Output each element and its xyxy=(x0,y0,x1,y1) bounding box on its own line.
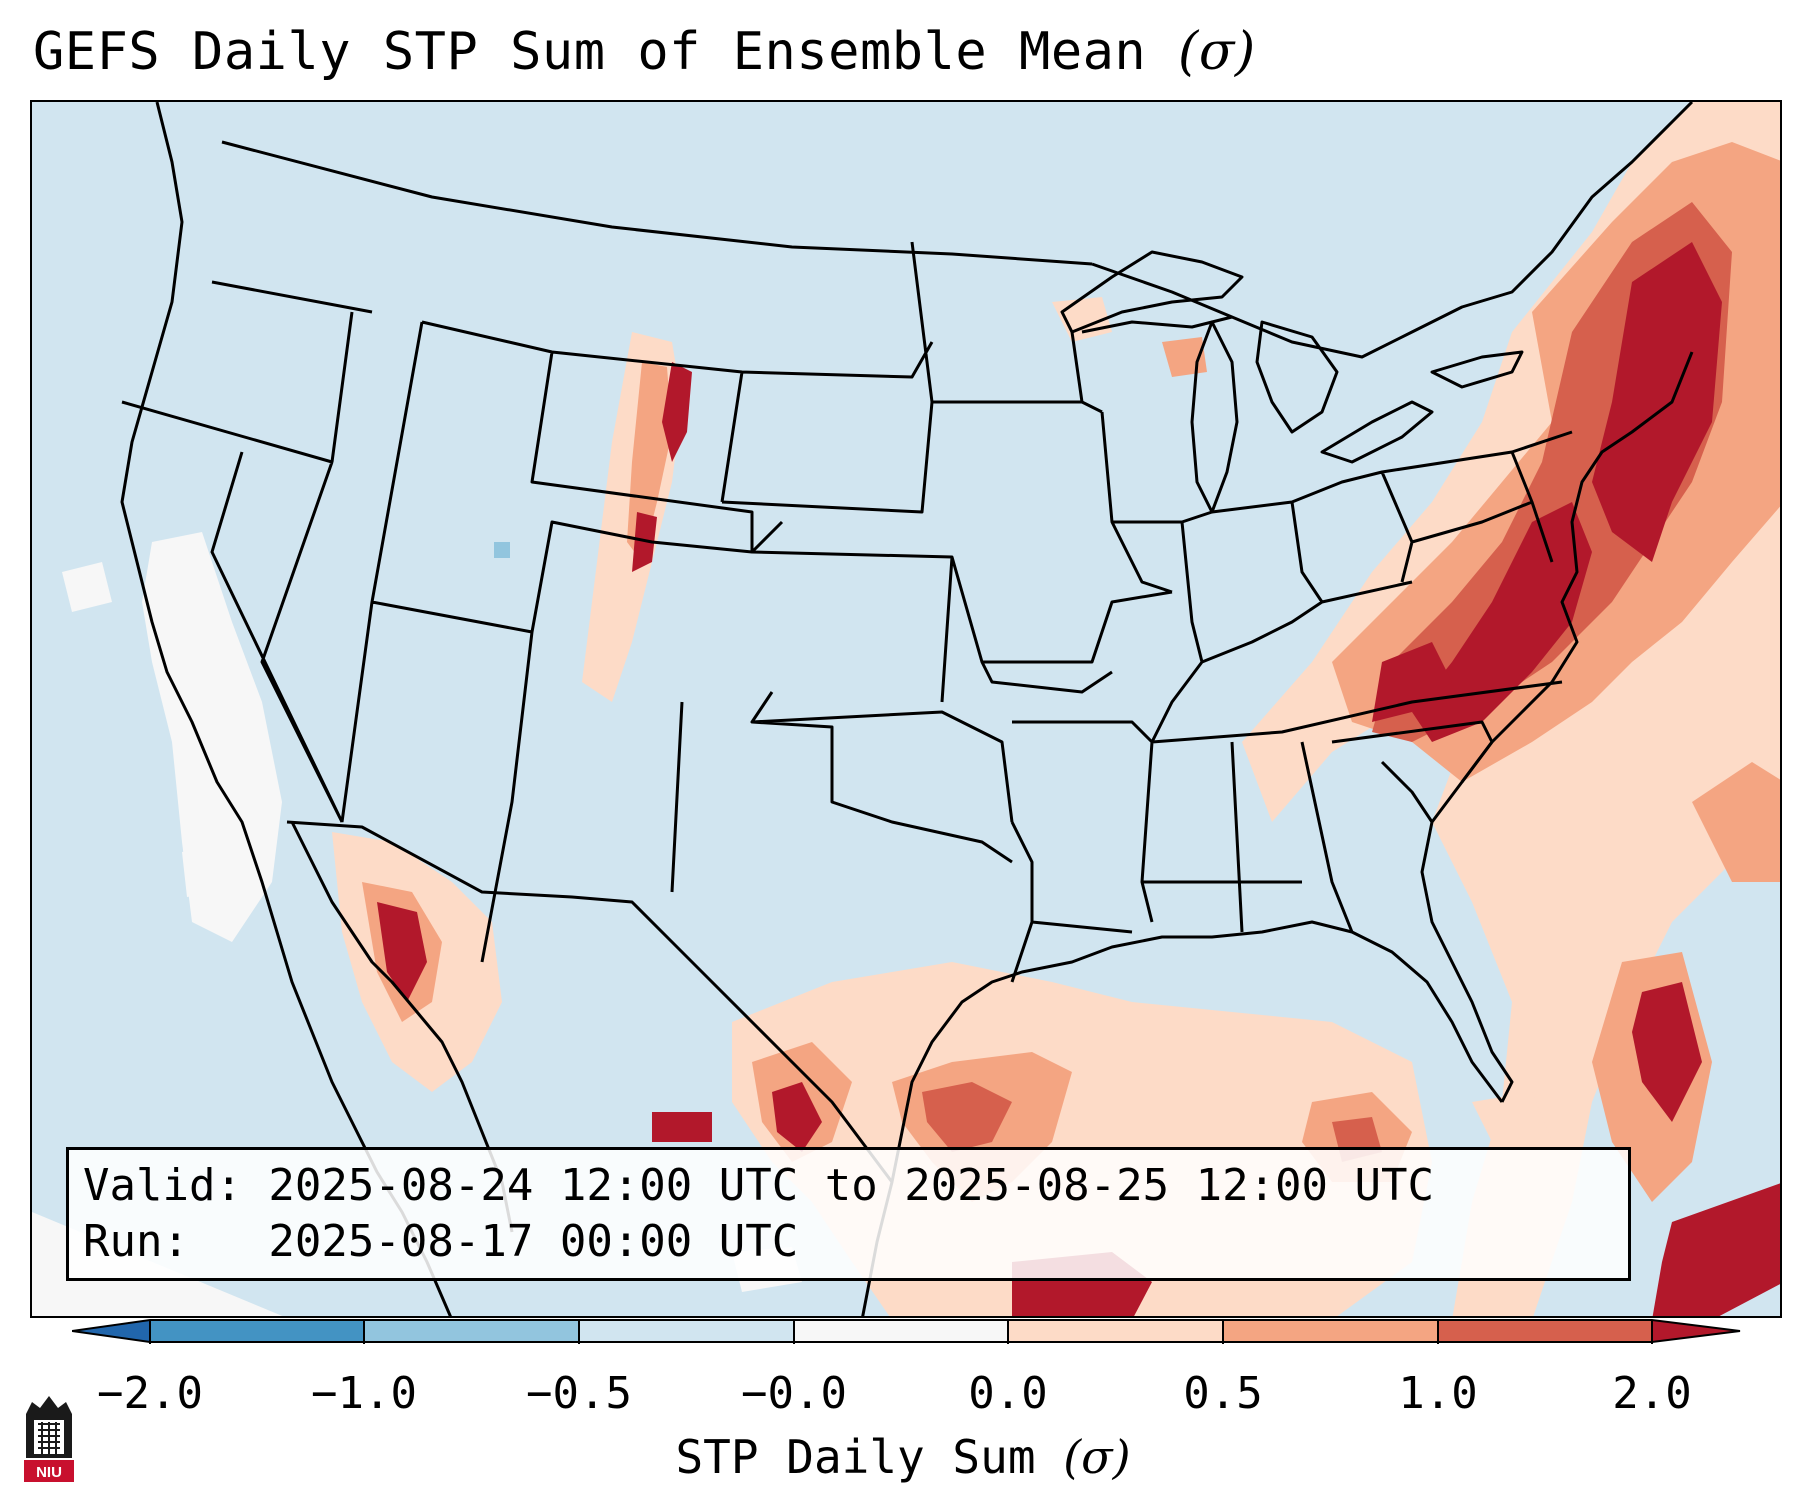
colorbar-segment xyxy=(579,1320,794,1342)
stp-region-salmon xyxy=(1692,762,1780,882)
boundary-lines xyxy=(120,102,1694,1316)
colorbar-tick-label: −0.5 xyxy=(526,1368,632,1419)
baja-coast xyxy=(290,821,514,1233)
chart-title-sigma: (σ) xyxy=(1178,22,1256,82)
chart-title-text: GEFS Daily STP Sum of Ensemble Mean xyxy=(33,22,1147,82)
colorbar-segment xyxy=(1008,1320,1223,1342)
colorbar-segment xyxy=(794,1320,1008,1342)
colorbar-label: STP Daily Sum (σ) xyxy=(675,1430,1130,1484)
colorbar-tick-label: 0.0 xyxy=(968,1368,1048,1419)
gulf-coast xyxy=(861,920,1504,1316)
colorbar-tick-label: 2.0 xyxy=(1612,1368,1692,1419)
west-coast xyxy=(120,102,452,1316)
stp-region-darkred xyxy=(1592,242,1722,562)
stp-region-white xyxy=(182,847,217,897)
lake-superior xyxy=(1060,250,1244,334)
stp-region-darkred xyxy=(377,902,427,1002)
colorbar-extend-low xyxy=(72,1320,150,1342)
chart-title: GEFS Daily STP Sum of Ensemble Mean (σ) xyxy=(33,22,1256,82)
state-lines xyxy=(121,241,1573,983)
colorbar-tick-label: 1.0 xyxy=(1398,1368,1478,1419)
stp-cell-blue xyxy=(494,542,510,558)
colorbar-segment xyxy=(1438,1320,1652,1342)
canada-border xyxy=(221,140,1093,266)
valid-time-box: Valid: 2025-08-24 12:00 UTC to 2025-08-2… xyxy=(66,1147,1631,1281)
stp-region-darkred xyxy=(662,362,692,462)
valid-time-text: Valid: 2025-08-24 12:00 UTC to 2025-08-2… xyxy=(83,1160,1435,1211)
colorbar-tick-label: −1.0 xyxy=(311,1368,417,1419)
lake-ontario xyxy=(1430,350,1524,389)
niu-logo: NIU xyxy=(24,1396,74,1482)
stp-region-pink xyxy=(1472,1092,1552,1162)
lake-erie xyxy=(1320,400,1434,464)
colorbar-extend-high xyxy=(1652,1320,1740,1342)
colorbar-segment xyxy=(1223,1320,1438,1342)
logo-text: NIU xyxy=(36,1464,62,1481)
mexico-border xyxy=(286,820,894,1183)
stp-region-darkred xyxy=(1372,642,1452,722)
colorbar-segment xyxy=(150,1320,364,1342)
colorbar-segment xyxy=(364,1320,579,1342)
stp-region-darkred xyxy=(652,1112,712,1142)
stp-region-darkred xyxy=(1632,982,1702,1122)
colorbar-label-text: STP Daily Sum xyxy=(675,1430,1036,1484)
lake-huron xyxy=(1255,320,1339,434)
stp-region-darkred xyxy=(1652,1183,1780,1316)
colorbar-tick-label: −2.0 xyxy=(97,1368,203,1419)
michigan-up xyxy=(1081,315,1233,334)
colorbar-tick-label: −0.0 xyxy=(741,1368,847,1419)
colorbar-label-sigma: (σ) xyxy=(1063,1430,1131,1484)
colorbar-tick-label: 0.5 xyxy=(1183,1368,1263,1419)
run-time-text: Run: 2025-08-17 00:00 UTC xyxy=(83,1216,799,1267)
colorbar xyxy=(72,1319,1741,1344)
east-coast xyxy=(1420,351,1694,1103)
stp-region-salmon xyxy=(627,362,672,562)
stp-region-white xyxy=(62,562,112,612)
map-panel xyxy=(30,100,1782,1318)
stp-region-darkred xyxy=(772,1082,822,1152)
map-svg xyxy=(32,102,1780,1316)
stp-region-red xyxy=(922,1082,1012,1152)
stp-region-darkred xyxy=(1412,502,1592,742)
